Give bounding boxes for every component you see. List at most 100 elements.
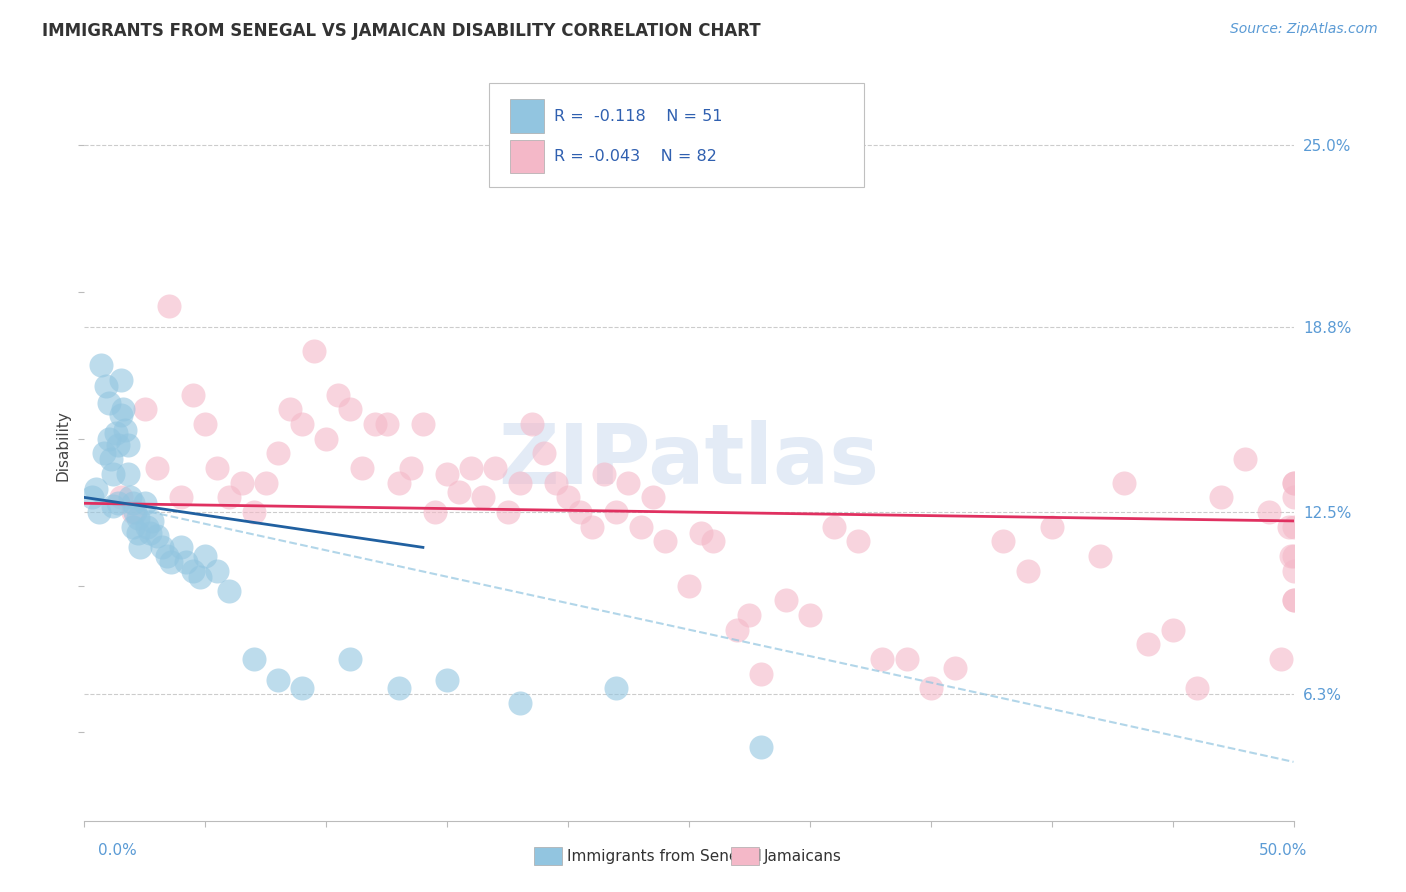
Point bbox=[190, 570, 212, 584]
Point bbox=[678, 578, 700, 592]
Point bbox=[630, 520, 652, 534]
Point bbox=[302, 343, 325, 358]
Y-axis label: Disability: Disability bbox=[55, 410, 70, 482]
Point bbox=[1279, 549, 1302, 564]
Point bbox=[278, 402, 301, 417]
Point bbox=[520, 417, 543, 431]
Point bbox=[138, 525, 160, 540]
Point bbox=[423, 505, 446, 519]
Text: R = -0.043    N = 82: R = -0.043 N = 82 bbox=[554, 149, 717, 164]
Point bbox=[254, 475, 277, 490]
Point bbox=[141, 514, 163, 528]
Point bbox=[121, 505, 143, 519]
Point bbox=[146, 528, 169, 542]
Point bbox=[1282, 475, 1305, 490]
Point bbox=[605, 681, 627, 696]
Text: R =  -0.118    N = 51: R = -0.118 N = 51 bbox=[554, 109, 723, 124]
Point bbox=[267, 446, 290, 460]
Point bbox=[725, 623, 748, 637]
Point bbox=[1161, 623, 1184, 637]
Point bbox=[993, 534, 1015, 549]
Point bbox=[134, 402, 156, 417]
Point bbox=[103, 500, 125, 514]
FancyBboxPatch shape bbox=[489, 83, 865, 187]
Point bbox=[218, 584, 240, 599]
Point bbox=[110, 373, 132, 387]
Point bbox=[544, 475, 567, 490]
Point bbox=[87, 505, 110, 519]
Point bbox=[218, 491, 240, 505]
Point bbox=[315, 432, 337, 446]
Point bbox=[104, 425, 127, 440]
Point bbox=[1234, 452, 1257, 467]
Point bbox=[593, 467, 616, 481]
Point bbox=[86, 482, 108, 496]
Point bbox=[569, 505, 592, 519]
Text: Source: ZipAtlas.com: Source: ZipAtlas.com bbox=[1230, 22, 1378, 37]
Point bbox=[124, 505, 146, 519]
Point bbox=[920, 681, 942, 696]
Point bbox=[690, 525, 713, 540]
Point bbox=[97, 396, 120, 410]
Point bbox=[1017, 564, 1039, 578]
Point bbox=[328, 387, 350, 401]
Point bbox=[641, 491, 664, 505]
Point bbox=[207, 461, 229, 475]
Text: Immigrants from Senegal: Immigrants from Senegal bbox=[567, 849, 762, 863]
Text: 0.0%: 0.0% bbox=[98, 843, 138, 858]
Point bbox=[702, 534, 724, 549]
Point bbox=[557, 491, 579, 505]
Point bbox=[436, 673, 458, 687]
FancyBboxPatch shape bbox=[510, 99, 544, 133]
Point bbox=[399, 461, 422, 475]
Point bbox=[1258, 505, 1281, 519]
Point bbox=[1270, 652, 1292, 666]
Point bbox=[943, 661, 966, 675]
Point bbox=[194, 549, 217, 564]
Point bbox=[291, 681, 314, 696]
Point bbox=[150, 541, 173, 555]
Point bbox=[1185, 681, 1208, 696]
Point bbox=[751, 666, 773, 681]
Point bbox=[339, 402, 361, 417]
Point bbox=[117, 467, 139, 481]
Point bbox=[160, 555, 183, 569]
Point bbox=[1282, 475, 1305, 490]
Point bbox=[738, 607, 761, 622]
Point bbox=[823, 520, 845, 534]
Point bbox=[117, 437, 139, 451]
FancyBboxPatch shape bbox=[510, 139, 544, 173]
Point bbox=[174, 555, 197, 569]
Text: 50.0%: 50.0% bbox=[1260, 843, 1308, 858]
Point bbox=[363, 417, 385, 431]
Point bbox=[107, 496, 129, 510]
Point bbox=[617, 475, 640, 490]
Point bbox=[872, 652, 894, 666]
Point bbox=[775, 593, 797, 607]
Point bbox=[352, 461, 374, 475]
Point bbox=[103, 467, 125, 481]
Point bbox=[388, 475, 411, 490]
Point bbox=[121, 496, 143, 510]
Point bbox=[846, 534, 869, 549]
Point bbox=[94, 378, 117, 392]
Point bbox=[1088, 549, 1111, 564]
Point bbox=[496, 505, 519, 519]
Point bbox=[291, 417, 314, 431]
Point bbox=[127, 525, 149, 540]
Point bbox=[157, 300, 180, 314]
Point bbox=[242, 505, 264, 519]
Point bbox=[112, 402, 135, 417]
Point bbox=[896, 652, 918, 666]
Point bbox=[1282, 491, 1305, 505]
Point bbox=[1137, 637, 1160, 651]
Point bbox=[533, 446, 555, 460]
Point bbox=[436, 467, 458, 481]
Point bbox=[93, 446, 115, 460]
Point bbox=[339, 652, 361, 666]
Point bbox=[472, 491, 495, 505]
Text: ZIPatlas: ZIPatlas bbox=[499, 420, 879, 501]
Point bbox=[388, 681, 411, 696]
Point bbox=[155, 549, 177, 564]
Point bbox=[267, 673, 290, 687]
